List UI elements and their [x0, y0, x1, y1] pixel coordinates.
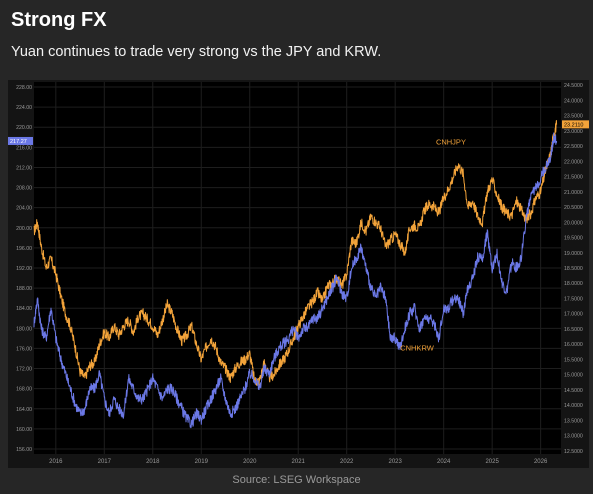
left-tick-label: 156.00 — [16, 447, 32, 453]
right-tick-label: 23.5000 — [564, 114, 583, 120]
right-tick-label: 16.5000 — [564, 327, 583, 333]
chart-area: 156.00 160.00 164.00 168.00 172.00 176.00 180.… — [8, 80, 589, 468]
page-subtitle: Yuan continues to trade very strong vs t… — [11, 44, 382, 60]
right-tick-label: 20.0000 — [564, 220, 583, 226]
right-tick-label: 17.5000 — [564, 296, 583, 302]
x-tick-label: 2024 — [437, 459, 451, 465]
x-tick-label: 2019 — [195, 459, 209, 465]
left-tick-label: 164.00 — [16, 407, 32, 413]
x-tick-label: 2020 — [243, 459, 257, 465]
right-tick-label: 18.5000 — [564, 266, 583, 272]
left-tick-label: 196.00 — [16, 246, 32, 252]
right-tick-label: 15.5000 — [564, 357, 583, 363]
right-last-value-badge — [562, 120, 589, 129]
x-tick-label: 2021 — [292, 459, 306, 465]
right-tick-label: 18.0000 — [564, 281, 583, 287]
right-tick-label: 21.0000 — [564, 190, 583, 196]
line-chart: 156.00 160.00 164.00 168.00 172.00 176.00 180.… — [8, 80, 589, 468]
left-tick-label: 188.00 — [16, 286, 32, 292]
left-tick-label: 212.00 — [16, 165, 32, 171]
x-tick-label: 2017 — [98, 459, 112, 465]
left-tick-label: 180.00 — [16, 326, 32, 332]
right-tick-label: 12.5000 — [564, 449, 583, 455]
right-tick-label: 15.0000 — [564, 373, 583, 379]
right-tick-label: 14.5000 — [564, 388, 583, 394]
left-tick-label: 228.00 — [16, 85, 32, 91]
right-tick-label: 19.0000 — [564, 251, 583, 257]
right-tick-label: 22.5000 — [564, 144, 583, 150]
right-tick-label: 21.5000 — [564, 175, 583, 181]
right-tick-label: 13.0000 — [564, 434, 583, 440]
right-tick-label: 13.5000 — [564, 418, 583, 424]
left-tick-label: 184.00 — [16, 306, 32, 312]
right-tick-label: 24.5000 — [564, 83, 583, 89]
left-tick-label: 172.00 — [16, 367, 32, 373]
right-tick-label: 20.5000 — [564, 205, 583, 211]
x-tick-label: 2022 — [340, 459, 354, 465]
right-tick-label: 23.0000 — [564, 129, 583, 135]
x-tick-label: 2023 — [389, 459, 403, 465]
left-tick-label: 192.00 — [16, 266, 32, 272]
x-tick-label: 2026 — [534, 459, 548, 465]
right-tick-label: 24.0000 — [564, 98, 583, 104]
left-last-value-label: 217.27 — [10, 139, 27, 145]
left-tick-label: 216.00 — [16, 145, 32, 151]
x-tick-label: 2016 — [49, 459, 63, 465]
left-tick-label: 160.00 — [16, 427, 32, 433]
left-tick-label: 200.00 — [16, 226, 32, 232]
x-tick-label: 2025 — [485, 459, 499, 465]
page-title: Strong FX — [11, 9, 107, 31]
right-last-value-label: 23.2110 — [564, 123, 583, 129]
source-note: Source: LSEG Workspace — [232, 474, 361, 486]
series-label-cnhkrw: CNHKRW — [400, 343, 435, 352]
left-tick-label: 168.00 — [16, 387, 32, 393]
right-tick-label: 19.5000 — [564, 236, 583, 242]
right-tick-label: 14.0000 — [564, 403, 583, 409]
left-tick-label: 208.00 — [16, 186, 32, 192]
right-tick-label: 16.0000 — [564, 342, 583, 348]
left-tick-label: 224.00 — [16, 105, 32, 111]
left-tick-label: 176.00 — [16, 346, 32, 352]
x-tick-label: 2018 — [146, 459, 160, 465]
right-tick-label: 17.0000 — [564, 312, 583, 318]
left-last-value-badge — [8, 136, 33, 145]
left-tick-label: 204.00 — [16, 206, 32, 212]
series-label-cnhjpy: CNHJPY — [436, 138, 466, 147]
right-tick-label: 22.0000 — [564, 159, 583, 165]
left-tick-label: 220.00 — [16, 125, 32, 131]
series-line-cnhkrw — [33, 132, 558, 429]
